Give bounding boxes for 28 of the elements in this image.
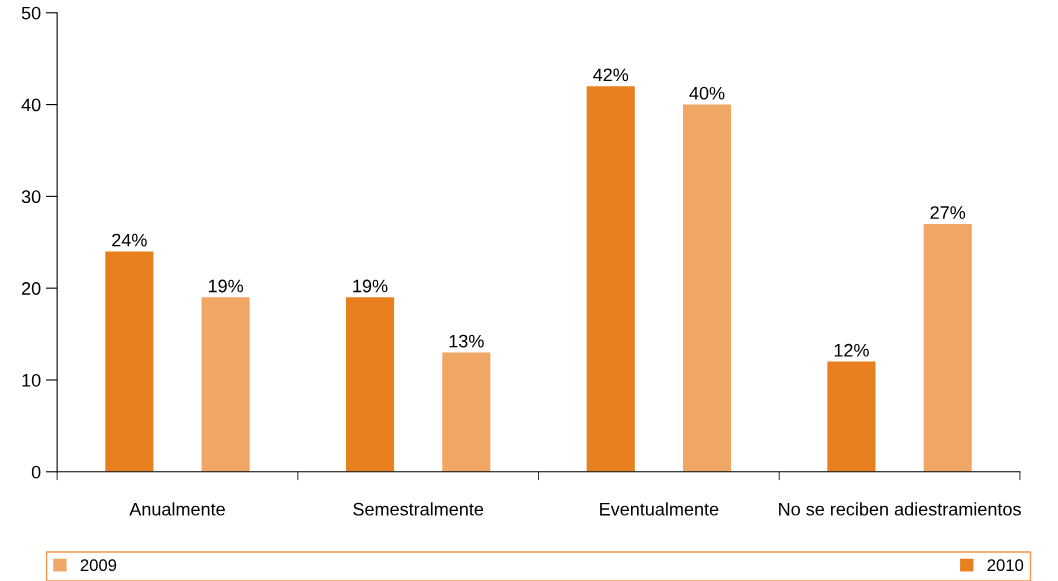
y-tick-label: 20 xyxy=(21,282,41,295)
legend-label: 2010 xyxy=(987,559,1024,572)
data-label: 24% xyxy=(112,233,147,247)
y-tick-label: 0 xyxy=(31,465,41,479)
y-tick-label: 50 xyxy=(21,6,41,20)
bar xyxy=(345,297,395,472)
bar xyxy=(586,86,635,472)
bar xyxy=(201,297,250,472)
bar xyxy=(105,251,154,472)
x-tick-label: No se reciben adiestramientos xyxy=(779,502,1021,516)
y-tick-label: 10 xyxy=(22,373,41,387)
x-tick-label: Anualmente xyxy=(129,502,225,516)
bar xyxy=(682,104,732,472)
y-tick-label: 40 xyxy=(21,98,41,112)
bar xyxy=(827,361,876,472)
data-label: 19% xyxy=(208,279,244,293)
data-label: 40% xyxy=(689,86,725,100)
legend-label: 2009 xyxy=(80,559,117,572)
bar xyxy=(923,223,972,472)
data-label: 27% xyxy=(930,206,966,219)
data-label: 42% xyxy=(593,68,629,82)
x-tick-label: Semestralmente xyxy=(353,502,484,516)
x-tick-label: Eventualmente xyxy=(600,502,719,516)
data-label: 13% xyxy=(449,334,484,348)
y-tick-label: 30 xyxy=(21,190,41,204)
data-label: 12% xyxy=(834,343,869,357)
data-label: 19% xyxy=(353,279,388,293)
bar xyxy=(442,352,491,472)
